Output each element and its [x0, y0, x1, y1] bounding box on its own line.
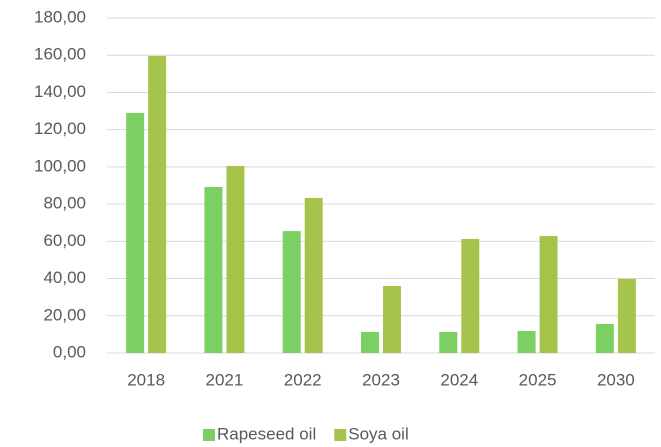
y-tick-label: 80,00 [43, 194, 86, 213]
bar [517, 331, 536, 353]
y-tick-label: 100,00 [34, 156, 86, 175]
y-tick-label: 20,00 [43, 305, 86, 324]
bar [204, 186, 223, 353]
y-tick-label: 120,00 [34, 119, 86, 138]
x-tick-label: 2022 [284, 370, 322, 389]
legend-swatch [203, 429, 215, 441]
legend-label: Rapeseed oil [217, 424, 316, 443]
legend-swatch [334, 429, 347, 441]
x-tick-label: 2025 [519, 370, 557, 389]
x-tick-label: 2024 [440, 370, 478, 389]
bar [282, 231, 301, 353]
bar [226, 165, 245, 353]
x-tick-label: 2030 [597, 370, 635, 389]
bar [383, 286, 401, 353]
y-tick-label: 180,00 [34, 7, 86, 26]
bar [617, 278, 636, 353]
bar [126, 112, 145, 354]
bar [595, 323, 614, 353]
x-tick-label: 2018 [127, 370, 165, 389]
y-tick-label: 140,00 [34, 82, 86, 101]
legend-label: Soya oil [348, 424, 408, 443]
bar [539, 235, 558, 353]
x-tick-label: 2021 [206, 370, 244, 389]
y-tick-label: 40,00 [43, 268, 86, 287]
y-tick-label: 0,00 [53, 342, 86, 361]
bar [148, 55, 167, 353]
y-tick-label: 60,00 [43, 231, 86, 250]
bar [439, 331, 458, 353]
bar [304, 197, 323, 353]
bar [361, 331, 379, 353]
y-tick-label: 160,00 [34, 45, 86, 64]
bar [461, 238, 480, 353]
x-tick-label: 2023 [362, 370, 400, 389]
